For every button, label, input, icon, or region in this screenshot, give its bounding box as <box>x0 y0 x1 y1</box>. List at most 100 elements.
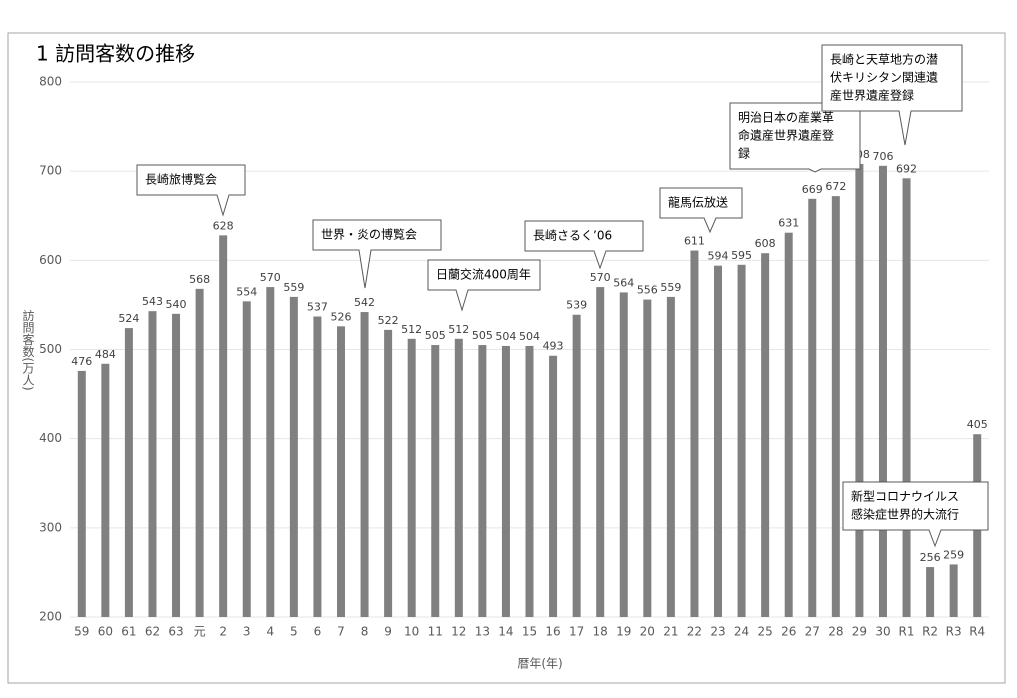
x-tick-label: 2 <box>219 625 227 639</box>
value-label: 595 <box>731 249 752 262</box>
bar <box>808 198 817 617</box>
value-label: 256 <box>920 551 941 564</box>
x-tick-label: 6 <box>314 625 322 639</box>
bar <box>549 355 558 617</box>
bar <box>878 165 887 618</box>
x-tick-label: 18 <box>593 625 608 639</box>
value-label: 539 <box>566 299 587 312</box>
x-tick-label: 11 <box>428 625 443 639</box>
annotation-text: 産世界遺産登録 <box>830 88 914 103</box>
annotation-box <box>427 259 541 312</box>
value-label: 594 <box>708 250 729 263</box>
x-tick-label: 元 <box>194 625 206 639</box>
x-tick-label: 21 <box>663 625 678 639</box>
bar <box>596 287 605 617</box>
x-tick-label: 7 <box>337 625 345 639</box>
value-label: 493 <box>543 340 564 353</box>
annotation-box <box>842 481 989 548</box>
bar <box>619 292 628 617</box>
value-label: 259 <box>943 548 964 561</box>
x-tick-label: R2 <box>922 625 938 639</box>
value-label: 706 <box>872 150 893 163</box>
annotation-text: 感染症世界的大流行 <box>851 507 959 522</box>
bar <box>501 345 510 617</box>
y-tick-label: 600 <box>39 253 62 267</box>
x-tick-label: 27 <box>805 625 820 639</box>
x-tick-label: 4 <box>266 625 274 639</box>
value-label: 484 <box>95 348 116 361</box>
y-tick-label: 700 <box>39 164 62 178</box>
value-label: 512 <box>448 323 469 336</box>
annotation-box <box>821 44 963 146</box>
x-tick-label: 15 <box>522 625 537 639</box>
value-label: 570 <box>590 271 611 284</box>
annotation-text: 長崎旅博覧会 <box>145 172 217 187</box>
value-label: 692 <box>896 162 917 175</box>
annotation-text: 録 <box>738 146 750 161</box>
value-label: 559 <box>283 281 304 294</box>
bar <box>407 338 416 617</box>
x-tick-label: 14 <box>498 625 513 639</box>
value-label: 524 <box>118 312 139 325</box>
value-label: 540 <box>166 298 187 311</box>
value-label: 669 <box>802 183 823 196</box>
x-tick-label: 20 <box>640 625 655 639</box>
value-label: 405 <box>967 418 988 431</box>
x-tick-label: 24 <box>734 625 749 639</box>
x-tick-label: 5 <box>290 625 298 639</box>
value-label: 543 <box>142 295 163 308</box>
bar <box>478 345 487 617</box>
y-tick-label: 200 <box>39 610 62 624</box>
annotation: 長崎さるく’06 <box>524 220 644 270</box>
x-tick-label: 61 <box>121 625 136 639</box>
bar <box>737 264 746 617</box>
x-tick-label: 9 <box>384 625 392 639</box>
value-label: 505 <box>472 329 493 342</box>
value-label: 570 <box>260 271 281 284</box>
x-tick-label: 60 <box>98 625 113 639</box>
bar <box>172 313 181 617</box>
value-label: 537 <box>307 301 328 314</box>
annotation-text: 明治日本の産業革 <box>738 110 834 125</box>
x-tick-label: 17 <box>569 625 584 639</box>
value-label: 608 <box>755 237 776 250</box>
bar <box>77 370 86 617</box>
x-tick-label: 23 <box>710 625 725 639</box>
x-tick-label: R3 <box>946 625 962 639</box>
bar <box>855 164 864 618</box>
annotation: 長崎旅博覧会 <box>136 164 246 217</box>
value-label: 476 <box>71 355 92 368</box>
annotation: 日蘭交流400周年 <box>427 259 541 312</box>
x-tick-label: 59 <box>74 625 89 639</box>
value-label: 526 <box>330 310 351 323</box>
annotation-text: 伏キリシタン関連遺 <box>830 70 938 85</box>
x-tick-label: 62 <box>145 625 160 639</box>
x-tick-label: 29 <box>852 625 867 639</box>
annotation-text: 新型コロナウイルス <box>851 489 959 504</box>
annotation-text: 命遺産世界遺産登 <box>738 128 834 143</box>
x-tick-label: 63 <box>168 625 183 639</box>
value-label: 559 <box>660 281 681 294</box>
value-label: 512 <box>401 323 422 336</box>
bar <box>195 288 204 617</box>
y-tick-label: 800 <box>39 75 62 89</box>
x-tick-label: 28 <box>828 625 843 639</box>
annotation-text: 日蘭交流400周年 <box>436 267 531 282</box>
bar <box>289 296 298 617</box>
bar <box>666 296 675 617</box>
annotation-box <box>312 219 442 289</box>
value-label: 505 <box>425 329 446 342</box>
bar <box>313 316 322 617</box>
bar <box>572 314 581 617</box>
x-tick-label: 30 <box>875 625 890 639</box>
value-label: 504 <box>519 330 540 343</box>
bar <box>831 196 840 617</box>
bar <box>336 326 345 617</box>
bar <box>714 265 723 617</box>
x-tick-label: 16 <box>545 625 560 639</box>
value-label: 631 <box>778 217 799 230</box>
y-tick-label: 300 <box>39 520 62 534</box>
annotation-text: 長崎さるく’06 <box>533 229 612 243</box>
